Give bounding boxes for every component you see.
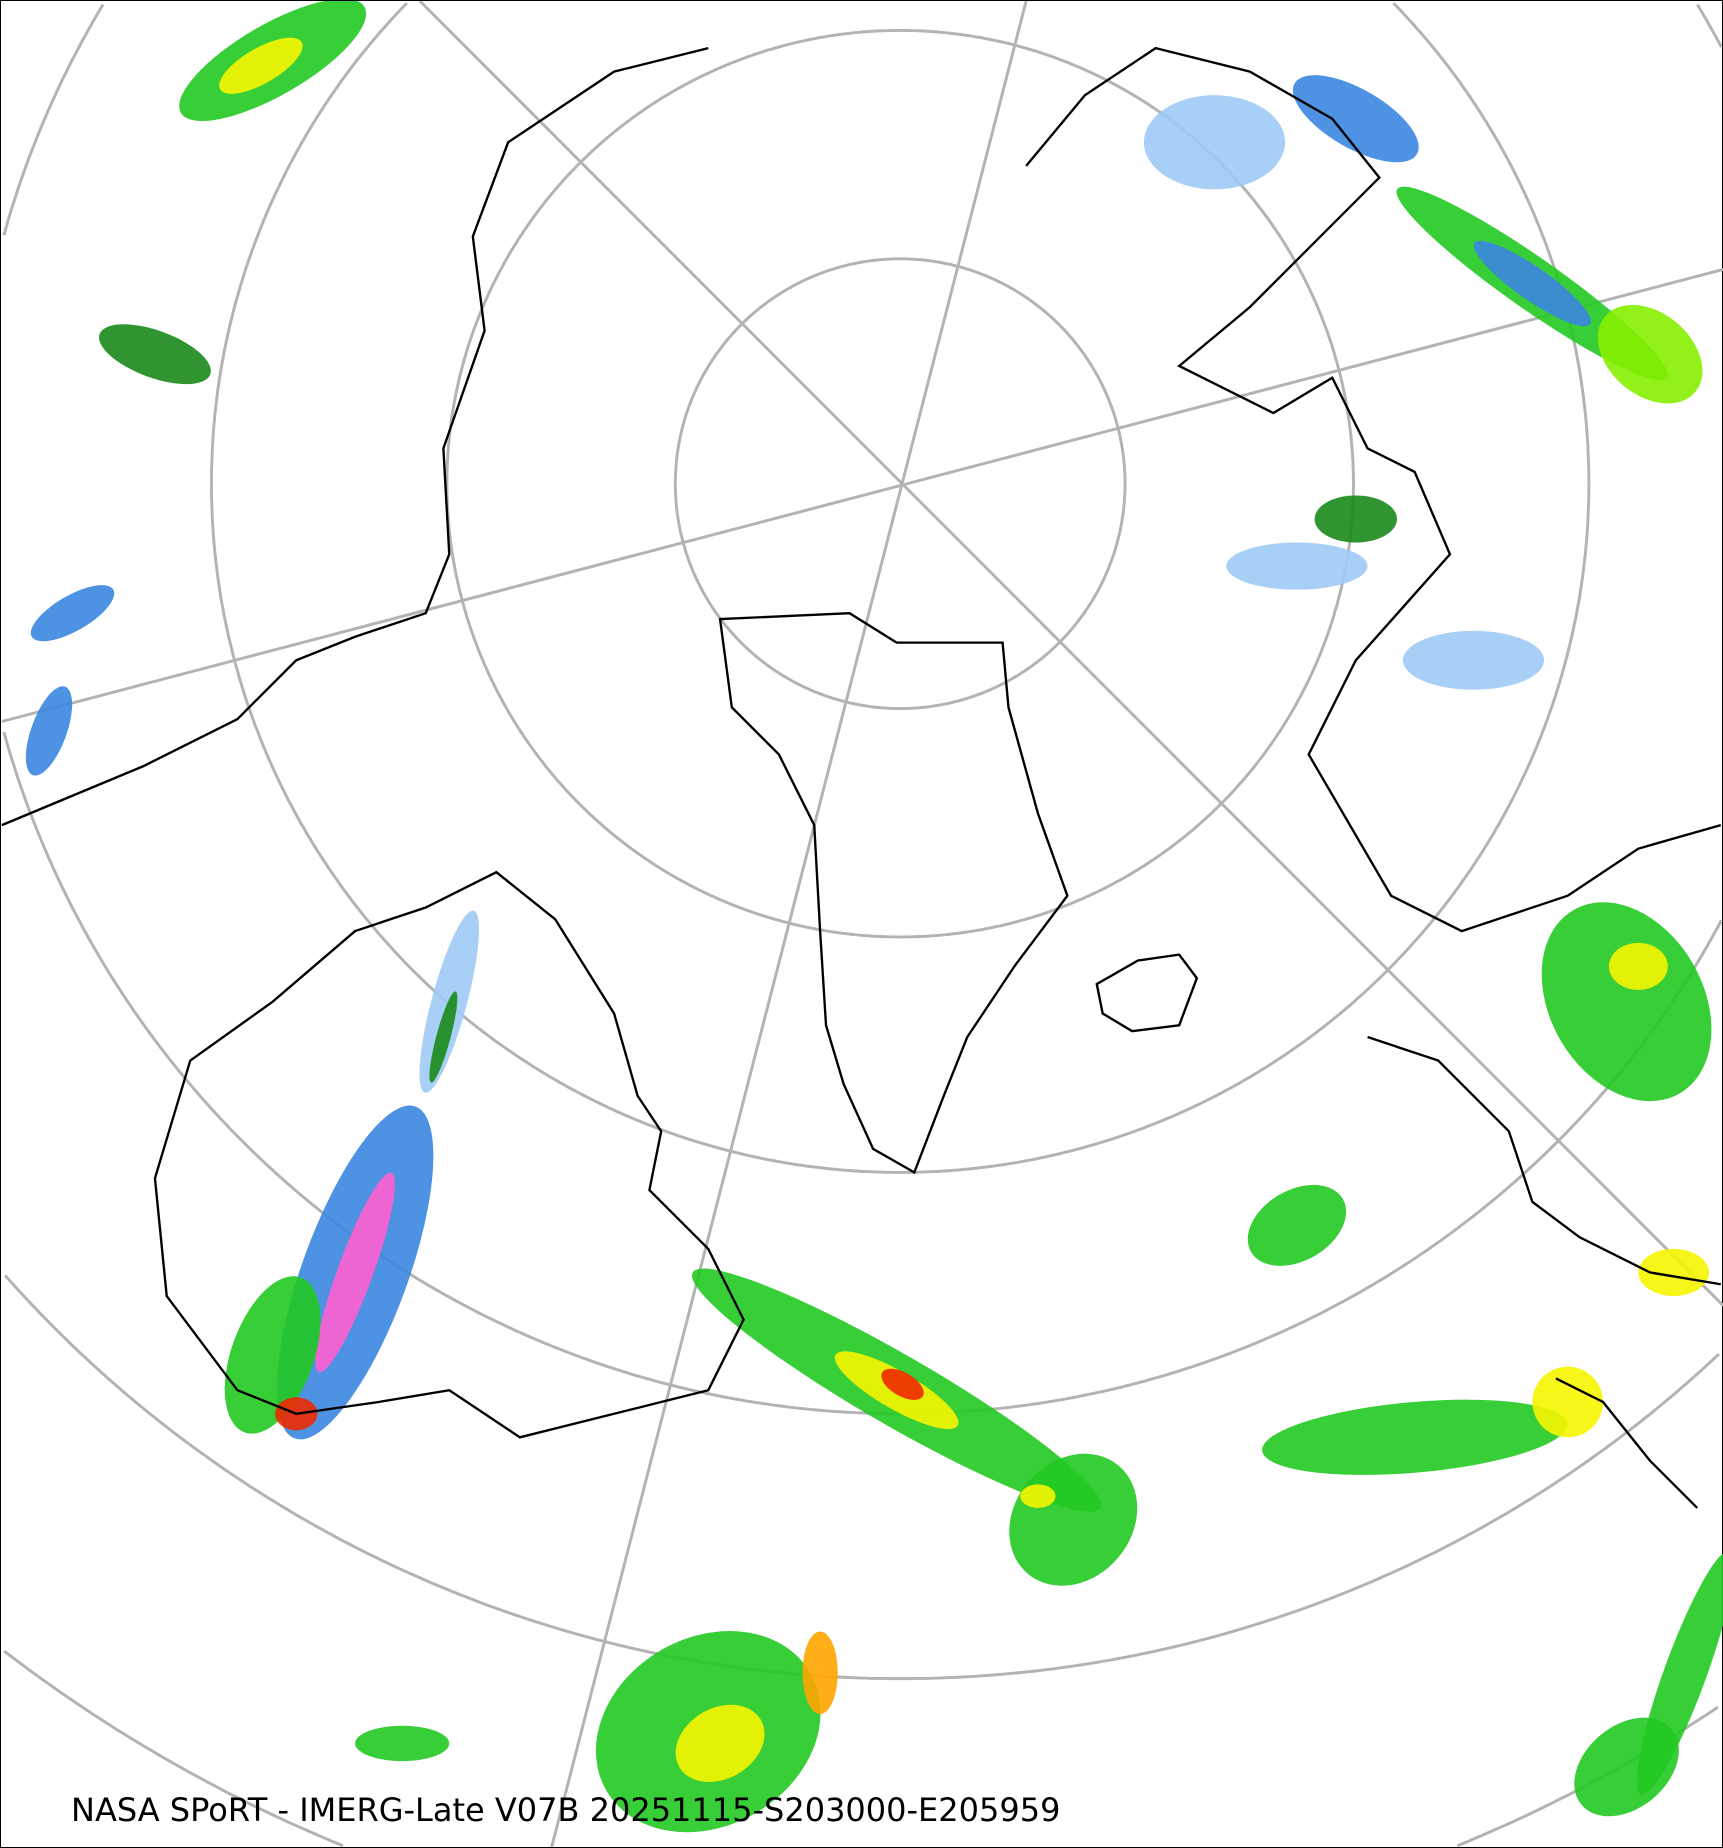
precipitation-area (802, 1631, 838, 1714)
precipitation-area (355, 1725, 450, 1762)
precipitation-area (219, 37, 303, 94)
precipitation-layer (25, 1, 1723, 1833)
precipitation-area (1020, 1484, 1056, 1508)
precipitation-area (99, 324, 211, 385)
precipitation-area (1292, 75, 1419, 163)
precipitation-area (1314, 495, 1397, 543)
latitude-circle (445, 28, 1355, 939)
precipitation-area (1402, 630, 1545, 690)
precipitation-area (429, 991, 458, 1083)
iceland-outline (1095, 953, 1199, 1033)
north-america-coast (1, 46, 709, 827)
latitude-circle (3, 1650, 344, 1847)
precipitation-area (1608, 942, 1668, 990)
precipitation-area (315, 1172, 395, 1373)
precipitation-area (1226, 542, 1368, 590)
latitude-circle (1392, 2, 1591, 484)
eurasia-coast (1025, 46, 1722, 933)
map-caption: NASA SPoRT - IMERG-Late V07B 20251115-S2… (71, 1791, 1061, 1829)
precipitation-area (1262, 1399, 1568, 1475)
latitude-circle (4, 1274, 1720, 1681)
greenland-outline (718, 612, 1069, 1175)
precipitation-area (1574, 1717, 1679, 1817)
east-asia-coast (1555, 1377, 1699, 1509)
precipitation-area (30, 585, 115, 642)
precipitation-area (675, 1704, 765, 1782)
latitude-circle (2, 731, 1723, 1416)
precipitation-area (1541, 902, 1712, 1102)
meridian-line (418, 1, 1723, 1307)
latitude-circle (209, 2, 1591, 1174)
precipitation-area (25, 686, 73, 776)
precipitation-area (881, 1368, 924, 1400)
coastlines (1, 46, 1722, 1509)
latitude-circle (673, 257, 1127, 711)
precipitation-area (1143, 95, 1286, 190)
precipitation-area (1638, 1248, 1709, 1297)
precipitation-area (1473, 240, 1592, 327)
precipitation-area (1247, 1184, 1347, 1266)
precipitation-area (1532, 1366, 1604, 1438)
europe-coast (1367, 1035, 1721, 1286)
canada-coast (153, 870, 745, 1439)
meridian-line (1, 268, 1723, 723)
precipitation-area (1597, 304, 1703, 404)
latitude-circle (2, 3, 105, 236)
latitude-circle (1696, 3, 1723, 48)
